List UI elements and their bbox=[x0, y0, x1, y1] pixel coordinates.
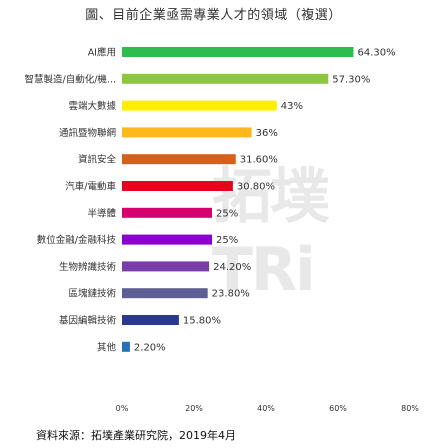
bar bbox=[122, 47, 354, 57]
category-label: 智慧製造/自動化/機... bbox=[25, 73, 116, 85]
data-label: 30.80% bbox=[237, 182, 275, 193]
x-tick-label: 80% bbox=[401, 404, 419, 413]
data-label: 23.80% bbox=[212, 289, 250, 300]
data-label: 25% bbox=[216, 235, 238, 246]
category-label: 半導體 bbox=[87, 207, 116, 219]
data-label: 2.20% bbox=[134, 342, 166, 353]
bar bbox=[122, 73, 329, 84]
data-label: 31.60% bbox=[240, 155, 278, 166]
bar bbox=[122, 261, 210, 272]
category-label: 數位金融/金融科技 bbox=[37, 234, 117, 246]
bar bbox=[122, 100, 277, 111]
x-tick-label: 20% bbox=[185, 404, 203, 413]
data-label: 24.20% bbox=[213, 262, 251, 273]
data-label: 64.30% bbox=[357, 48, 395, 59]
category-label: 資訊安全 bbox=[78, 154, 117, 166]
category-label: 區塊鏈技術 bbox=[68, 288, 116, 300]
bar bbox=[122, 234, 212, 245]
bar bbox=[122, 207, 212, 218]
bar bbox=[122, 154, 236, 165]
bar bbox=[122, 288, 208, 299]
category-label: 雲端大數據 bbox=[68, 100, 116, 112]
bar bbox=[122, 341, 130, 352]
data-label: 36% bbox=[256, 128, 278, 139]
data-label: 43% bbox=[281, 101, 303, 112]
data-label: 25% bbox=[216, 208, 238, 219]
category-label: 基因編輯技術 bbox=[59, 315, 117, 327]
category-label: AI應用 bbox=[88, 47, 116, 59]
category-label: 汽車/電動車 bbox=[65, 181, 116, 193]
x-tick-label: 0% bbox=[116, 404, 129, 413]
data-label: 57.30% bbox=[332, 74, 370, 85]
bar bbox=[122, 181, 233, 191]
category-label: 其他 bbox=[97, 341, 117, 353]
bar bbox=[122, 315, 179, 325]
category-label: 通訊暨物聯網 bbox=[59, 127, 116, 139]
watermark-logo: 拓墣TRi bbox=[212, 162, 330, 305]
chart-title: 圖、目前企業亟需專業人才的領域（複選） bbox=[85, 8, 342, 23]
source-note: 資料來源：拓墣產業研究院，2019年4月 bbox=[36, 429, 236, 442]
x-tick-label: 60% bbox=[329, 404, 347, 413]
bar bbox=[122, 127, 252, 138]
data-label: 15.80% bbox=[183, 316, 221, 327]
x-tick-label: 40% bbox=[257, 404, 275, 413]
category-label: 生物辨識技術 bbox=[59, 261, 117, 273]
